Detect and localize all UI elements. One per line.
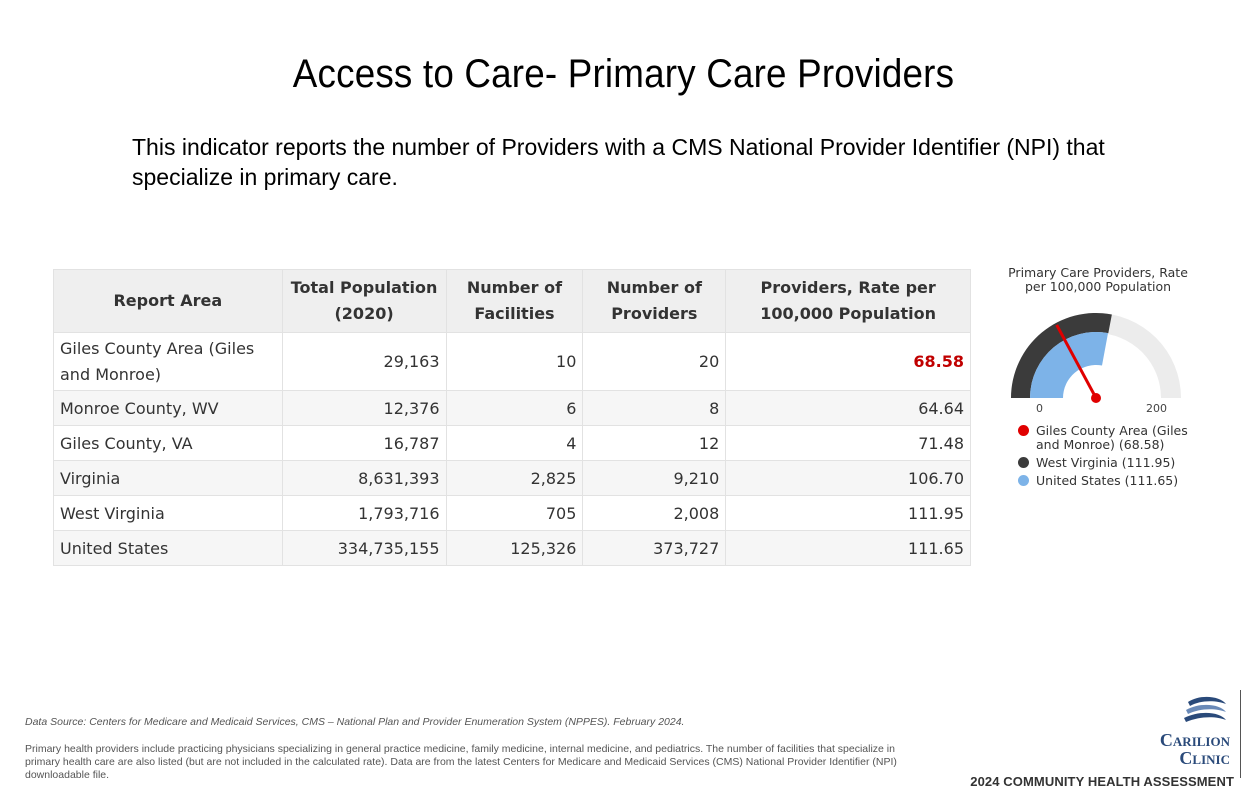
cell-rate-highlight: 68.58 (725, 332, 971, 391)
indicator-description: This indicator reports the number of Pro… (132, 134, 1105, 190)
cell-report-area: Virginia (53, 460, 283, 496)
cell-population: 29,163 (281, 332, 447, 391)
col-header-report-area: Report Area (53, 269, 283, 333)
cell-rate: 111.65 (725, 530, 971, 566)
cell-providers: 20 (582, 332, 727, 391)
cell-facilities: 4 (445, 425, 584, 461)
gauge-min-label: 0 (1036, 402, 1043, 415)
legend-label-giles: Giles County Area (Giles and Monroe) (68… (1036, 423, 1188, 452)
carilion-logo-icon (1184, 696, 1226, 722)
gauge-arc-west-virginia (1011, 313, 1112, 398)
table-row: Monroe County, WV 12,376 6 8 64.64 (53, 390, 971, 426)
data-source: Data Source: Centers for Medicare and Me… (25, 716, 685, 728)
cell-providers: 373,727 (582, 530, 727, 566)
legend-item-united-states: United States (111.65) (1018, 474, 1188, 488)
gauge-chart: Primary Care Providers, Rate per 100,000… (998, 265, 1198, 416)
providers-table: Report Area Total Population (2020) Numb… (53, 269, 971, 566)
legend-swatch-united-states (1018, 475, 1029, 486)
table-row: Giles County Area (Giles and Monroe) 29,… (53, 332, 971, 391)
table-header-row: Report Area Total Population (2020) Numb… (53, 269, 971, 333)
col-header-providers: Number of Providers (582, 269, 727, 333)
cell-facilities: 10 (445, 332, 584, 391)
cell-facilities: 6 (445, 390, 584, 426)
table-row: West Virginia 1,793,716 705 2,008 111.95 (53, 495, 971, 531)
col-header-facilities: Number of Facilities (445, 269, 584, 333)
legend-item-west-virginia: West Virginia (111.95) (1018, 456, 1188, 470)
gauge-title: Primary Care Providers, Rate per 100,000… (1008, 265, 1188, 294)
legend-label-west-virginia: West Virginia (111.95) (1036, 455, 1176, 470)
cell-population: 8,631,393 (281, 460, 447, 496)
logo-wordmark: Carilion Clinic (1128, 731, 1230, 767)
logo-line-1: Carilion (1159, 730, 1230, 750)
cell-report-area: United States (53, 530, 283, 566)
cell-rate: 106.70 (725, 460, 971, 496)
cell-report-area: Monroe County, WV (53, 390, 283, 426)
cell-providers: 12 (582, 425, 727, 461)
cell-population: 16,787 (281, 425, 447, 461)
col-header-rate: Providers, Rate per 100,000 Population (725, 269, 971, 333)
cell-facilities: 705 (445, 495, 584, 531)
cell-report-area: Giles County Area (Giles and Monroe) (53, 332, 283, 391)
legend-label-united-states: United States (111.65) (1036, 473, 1179, 488)
gauge-arc-united-states (1030, 332, 1109, 398)
cell-rate: 111.95 (725, 495, 971, 531)
cell-facilities: 2,825 (445, 460, 584, 496)
gauge-svg: 0 200 (1011, 313, 1181, 415)
cell-report-area: West Virginia (53, 495, 283, 531)
cell-population: 12,376 (281, 390, 447, 426)
gauge-needle-pivot (1091, 393, 1101, 403)
cell-rate: 64.64 (725, 390, 971, 426)
legend-item-giles: Giles County Area (Giles and Monroe) (68… (1018, 424, 1188, 452)
gauge-legend: Giles County Area (Giles and Monroe) (68… (1018, 424, 1188, 492)
cell-facilities: 125,326 (445, 530, 584, 566)
cell-rate: 71.48 (725, 425, 971, 461)
cell-providers: 8 (582, 390, 727, 426)
page-title: Access to Care- Primary Care Providers (292, 52, 955, 96)
cell-population: 334,735,155 (281, 530, 447, 566)
cell-providers: 9,210 (582, 460, 727, 496)
footer-divider (1240, 690, 1241, 778)
legend-swatch-giles (1018, 425, 1029, 436)
methodology-note: Primary health providers include practic… (25, 743, 897, 781)
table-row: Virginia 8,631,393 2,825 9,210 106.70 (53, 460, 971, 496)
logo-line-2: Clinic (1179, 748, 1230, 768)
gauge-needle-giles (1055, 324, 1098, 399)
legend-swatch-west-virginia (1018, 457, 1029, 468)
assessment-label: 2024 COMMUNITY HEALTH ASSESSMENT (970, 774, 1234, 789)
table-row: Giles County, VA 16,787 4 12 71.48 (53, 425, 971, 461)
table-row: United States 334,735,155 125,326 373,72… (53, 530, 971, 566)
gauge-max-label: 200 (1146, 402, 1167, 415)
col-header-total-population: Total Population (2020) (281, 269, 447, 333)
cell-providers: 2,008 (582, 495, 727, 531)
cell-population: 1,793,716 (281, 495, 447, 531)
cell-report-area: Giles County, VA (53, 425, 283, 461)
